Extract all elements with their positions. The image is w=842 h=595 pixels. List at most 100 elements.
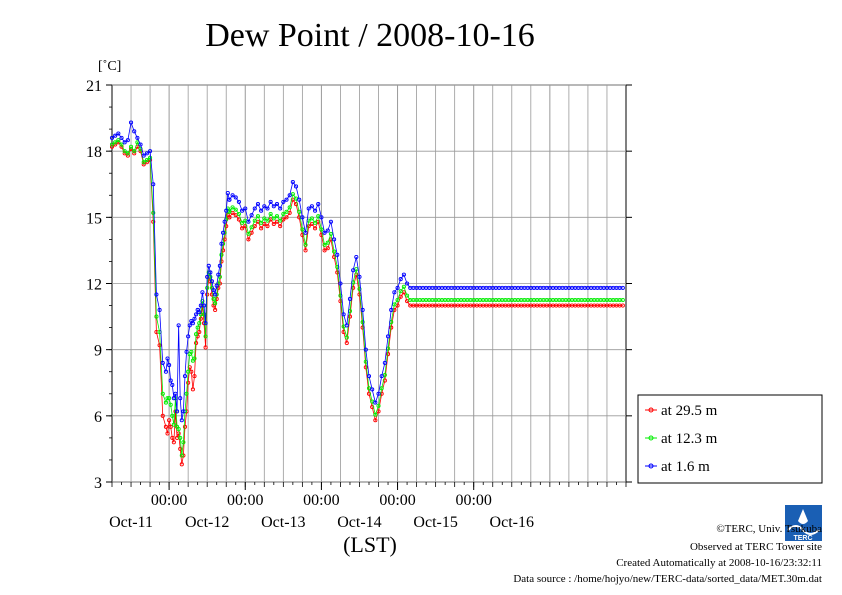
legend-label: at 1.6 m	[661, 459, 710, 475]
data-point	[370, 387, 375, 392]
data-point	[211, 288, 216, 293]
data-point	[170, 413, 175, 418]
data-point	[214, 283, 219, 288]
data-point	[309, 216, 314, 221]
data-point	[167, 418, 172, 423]
data-point	[132, 129, 137, 134]
data-point	[316, 202, 321, 207]
data-point	[148, 155, 153, 160]
chart-title: Dew Point / 2008-10-16	[205, 17, 535, 54]
data-point	[278, 224, 283, 229]
data-point	[208, 270, 213, 275]
data-point	[192, 356, 197, 361]
data-point	[363, 365, 368, 370]
terc-logo: TERC	[785, 505, 822, 542]
data-point	[249, 225, 254, 230]
data-point	[382, 360, 387, 365]
data-point	[135, 135, 140, 140]
data-point	[154, 314, 159, 319]
data-point	[187, 365, 192, 370]
data-point	[160, 360, 165, 365]
data-point	[287, 205, 292, 210]
logo-drop-icon	[798, 509, 808, 524]
data-point	[151, 210, 156, 215]
data-point	[300, 227, 305, 232]
x-tick-time-label: 00:00	[303, 492, 339, 509]
x-tick-time-label: 00:00	[455, 492, 491, 509]
y-tick-label: 3	[94, 475, 102, 492]
data-point	[347, 314, 353, 319]
data-point	[116, 131, 121, 136]
series-1	[109, 140, 625, 467]
data-point	[141, 162, 146, 167]
data-point	[303, 230, 308, 235]
data-point	[262, 204, 267, 209]
series-line	[111, 120, 623, 421]
data-point	[192, 374, 197, 379]
series-2	[109, 138, 625, 458]
data-point	[284, 197, 289, 202]
data-point	[213, 301, 218, 306]
data-point	[379, 386, 384, 391]
data-point	[236, 199, 241, 204]
data-point	[265, 224, 270, 229]
data-point	[284, 215, 289, 220]
data-point	[168, 424, 173, 429]
data-point	[227, 197, 232, 202]
data-point	[119, 142, 124, 147]
y-tick-label: 6	[94, 409, 102, 426]
data-point	[176, 323, 181, 328]
data-point	[151, 182, 156, 187]
data-point	[357, 274, 362, 279]
data-point	[222, 219, 227, 224]
data-point	[171, 396, 176, 401]
data-point	[197, 321, 202, 326]
data-point	[357, 286, 362, 292]
data-point	[392, 290, 397, 295]
data-point	[363, 347, 368, 352]
data-point	[233, 195, 238, 200]
legend-marker	[648, 463, 654, 469]
data-point	[293, 184, 299, 189]
data-point	[373, 412, 378, 417]
data-point	[224, 208, 229, 213]
legend: at 29.5 m at 12.3 m at 1.6 m	[637, 394, 823, 484]
data-point	[389, 307, 394, 313]
data-point	[255, 214, 261, 219]
data-point	[225, 191, 230, 196]
data-point	[184, 349, 189, 354]
data-point	[259, 208, 264, 213]
data-point	[620, 297, 625, 303]
data-point	[181, 440, 186, 445]
y-tick-label: 21	[86, 78, 102, 95]
data-point	[125, 138, 130, 143]
data-point	[259, 220, 264, 225]
data-point	[148, 149, 153, 154]
data-point	[189, 349, 194, 354]
data-point	[303, 248, 308, 253]
y-axis: 3 6 9 12 15 18 21	[86, 78, 632, 492]
data-point	[332, 249, 337, 254]
data-point	[182, 374, 188, 379]
data-point	[182, 424, 188, 429]
data-point	[122, 140, 127, 145]
data-point	[190, 321, 195, 326]
data-point	[165, 356, 170, 361]
data-point	[338, 281, 343, 286]
data-point	[351, 268, 356, 273]
series-3	[109, 120, 625, 423]
data-point	[354, 254, 359, 260]
data-point	[224, 224, 229, 229]
y-tick-label: 9	[94, 343, 102, 360]
data-point	[313, 208, 318, 213]
data-point	[290, 179, 295, 185]
data-point	[135, 140, 140, 145]
data-point	[246, 231, 251, 236]
data-point	[178, 446, 183, 451]
data-point	[141, 160, 146, 165]
data-point	[271, 204, 276, 209]
data-point	[246, 219, 251, 224]
data-point	[392, 302, 397, 307]
data-point	[268, 199, 273, 204]
data-point	[376, 403, 381, 408]
